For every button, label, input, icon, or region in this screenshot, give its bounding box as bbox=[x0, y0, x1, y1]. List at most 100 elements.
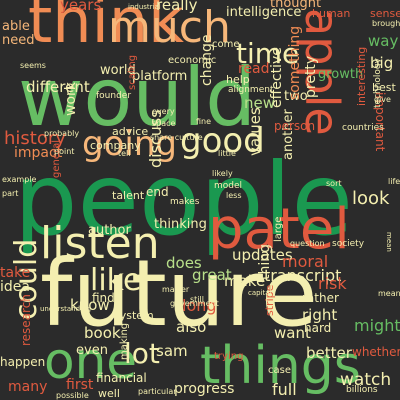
word-would: would bbox=[18, 51, 257, 144]
word-author: author bbox=[88, 223, 131, 238]
word-part: part bbox=[2, 189, 19, 198]
word-two: two bbox=[284, 89, 308, 104]
word-great: great bbox=[192, 266, 232, 284]
word-new: new bbox=[244, 94, 276, 112]
word-future: future bbox=[40, 240, 318, 347]
word-work: work bbox=[63, 82, 79, 116]
word-platform: platform bbox=[132, 69, 188, 84]
word-like: like bbox=[90, 263, 142, 298]
word-also: also bbox=[176, 318, 207, 336]
word-people: people bbox=[14, 141, 353, 258]
word-different: different bbox=[26, 78, 90, 96]
word-thing: thing bbox=[257, 243, 273, 280]
word-does: does bbox=[166, 254, 202, 272]
word-better: better bbox=[306, 344, 352, 362]
word-something: something bbox=[287, 25, 303, 100]
word-every: every bbox=[152, 107, 175, 116]
word-history: history bbox=[4, 128, 66, 149]
word-society: society bbox=[332, 239, 365, 249]
word-means: means bbox=[378, 289, 400, 298]
word-way: way bbox=[368, 32, 399, 50]
word-find: find bbox=[92, 291, 115, 305]
word-long: long bbox=[182, 296, 217, 315]
word-makes: makes bbox=[170, 197, 200, 207]
word-capital: capital bbox=[248, 289, 272, 297]
word-hard: hard bbox=[304, 321, 332, 335]
word-impact: impact bbox=[14, 145, 63, 161]
word-billions: billions bbox=[346, 385, 378, 395]
word-sense: sense bbox=[370, 7, 400, 20]
word-making: making bbox=[119, 322, 130, 360]
word-whether: whether bbox=[352, 345, 400, 359]
word-scaling: scaling bbox=[127, 54, 138, 90]
word-moral: moral bbox=[282, 252, 329, 271]
word-talent: talent bbox=[112, 189, 145, 202]
word-possible: possible bbox=[56, 391, 89, 400]
word-rather: rather bbox=[302, 291, 339, 305]
word-good: good bbox=[180, 121, 265, 161]
word-another: another bbox=[281, 109, 296, 160]
word-progress: progress bbox=[174, 381, 235, 397]
word-understanding: understanding bbox=[40, 305, 91, 313]
word-intelligence: intelligence bbox=[226, 5, 302, 20]
word-still: still bbox=[190, 295, 204, 304]
word-things: things bbox=[200, 336, 361, 396]
word-listen: listen bbox=[40, 218, 160, 269]
word-government: government bbox=[170, 299, 219, 308]
word-able: able bbox=[2, 19, 30, 34]
word-question: question bbox=[290, 239, 325, 248]
word-know: know bbox=[70, 296, 110, 314]
word-general: general bbox=[51, 139, 62, 178]
word-happen: happen bbox=[0, 355, 46, 369]
word-values: values bbox=[246, 107, 264, 156]
word-interesting: interesting bbox=[355, 46, 368, 106]
word-economic: economic bbox=[168, 55, 217, 66]
word-company: company bbox=[90, 139, 141, 152]
word-likely: likely bbox=[212, 169, 233, 178]
word-even: even bbox=[76, 343, 108, 358]
word-make: make bbox=[224, 272, 266, 290]
word-look: look bbox=[352, 188, 390, 209]
word-one: one bbox=[44, 332, 138, 390]
word-right: right bbox=[302, 306, 338, 324]
word-space: space bbox=[152, 119, 176, 128]
word-book: book bbox=[84, 324, 121, 342]
word-time: time bbox=[236, 37, 300, 70]
word-give: give bbox=[374, 95, 391, 104]
word-help: help bbox=[226, 73, 250, 86]
word-thinking: thinking bbox=[154, 217, 207, 232]
word-come: come bbox=[212, 39, 240, 50]
word-full: full bbox=[272, 380, 297, 399]
word-research: research bbox=[19, 294, 33, 346]
word-much: much bbox=[108, 2, 231, 53]
word-financial: financial bbox=[96, 371, 147, 385]
word-well: well bbox=[98, 387, 120, 400]
word-pretty: pretty bbox=[303, 55, 319, 98]
word-lot: lot bbox=[124, 337, 160, 370]
word-point: point bbox=[54, 147, 75, 156]
word-best: best bbox=[372, 81, 396, 94]
word-founder: founder bbox=[96, 91, 132, 101]
word-watch: watch bbox=[340, 370, 392, 390]
word-life: life bbox=[388, 177, 400, 186]
word-share-culture: share culture bbox=[150, 133, 203, 142]
word-sort: sort bbox=[326, 179, 342, 188]
word-mean: mean bbox=[385, 232, 393, 252]
word-going: going bbox=[82, 124, 177, 164]
word-end: end bbox=[146, 185, 169, 199]
word-brought: brought bbox=[372, 19, 400, 28]
word-first: first bbox=[66, 377, 94, 393]
word-take: take bbox=[0, 265, 31, 281]
word-really: really bbox=[156, 0, 198, 14]
word-sam: sam bbox=[156, 342, 188, 360]
word-think: think bbox=[28, 0, 185, 57]
word-person: person bbox=[274, 119, 316, 133]
word-world: world bbox=[100, 63, 136, 78]
word-might: might bbox=[354, 316, 400, 335]
word-system: system bbox=[114, 309, 154, 322]
word-need: need bbox=[2, 33, 35, 48]
word-updates: updates bbox=[232, 246, 293, 264]
word-case: case bbox=[268, 365, 291, 376]
word-growth: growth bbox=[318, 67, 364, 82]
word-effective: effective bbox=[269, 47, 285, 108]
